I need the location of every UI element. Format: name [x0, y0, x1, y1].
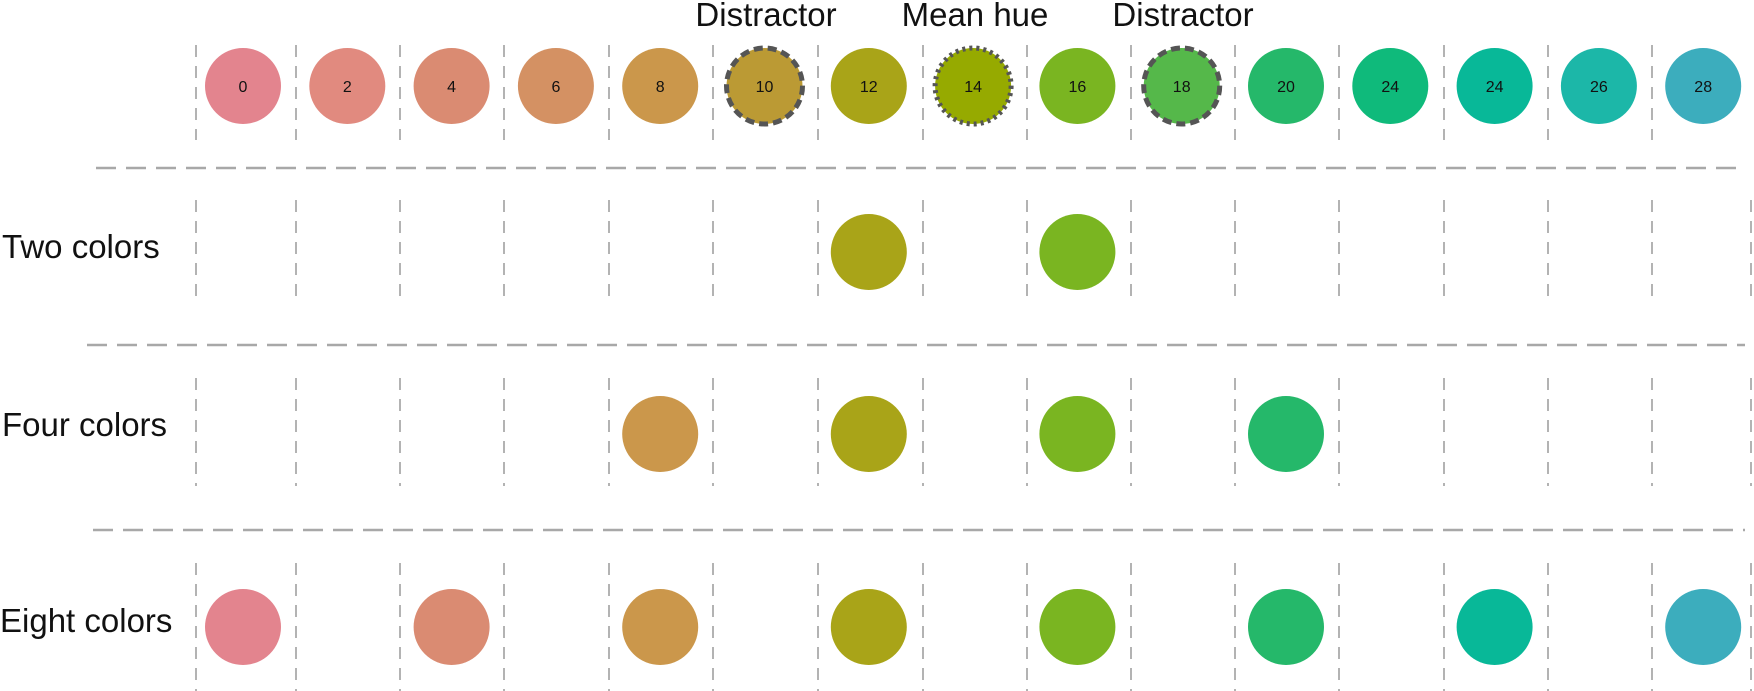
sample-circle	[622, 589, 699, 665]
hue-circle	[413, 48, 490, 124]
sample-circle	[830, 214, 907, 290]
sample-circle	[1665, 589, 1742, 665]
header-distractor-left: Distractor	[695, 0, 836, 33]
mean-hue-ring	[932, 45, 1014, 127]
sample-circle	[1039, 214, 1116, 290]
header-distractor-right: Distractor	[1112, 0, 1253, 33]
hue-circle	[1352, 48, 1429, 124]
hue-value-label: 6	[551, 79, 560, 96]
sample-circle	[1248, 396, 1324, 472]
sample-circle	[1248, 589, 1324, 665]
hue-value-label: 26	[1590, 79, 1608, 96]
hue-value-label: 28	[1694, 79, 1712, 96]
hue-value-label: 16	[1069, 79, 1087, 96]
sample-circle	[205, 589, 281, 665]
distractor-ring	[1141, 45, 1223, 127]
hue-circle	[1456, 48, 1533, 124]
sample-circle	[1039, 396, 1116, 472]
hue-circle	[726, 48, 803, 124]
distractor-ring	[724, 45, 805, 127]
hue-circle	[1248, 48, 1324, 124]
sample-circle	[830, 589, 907, 665]
row-label-eight-colors: Eight colors	[0, 602, 172, 639]
hue-value-label: 4	[447, 79, 456, 96]
hue-value-label: 24	[1381, 79, 1399, 96]
hue-circle	[1143, 48, 1220, 124]
hue-circle	[1560, 48, 1637, 124]
hue-circle	[830, 48, 907, 124]
sample-circle	[1039, 589, 1116, 665]
hue-value-label: 14	[964, 79, 982, 96]
hue-value-label: 10	[756, 79, 774, 96]
header-mean-hue: Mean hue	[902, 0, 1049, 33]
hue-circle	[517, 48, 594, 124]
hue-circle	[1665, 48, 1742, 124]
row-label-four-colors: Four colors	[2, 406, 167, 443]
sample-circle	[1456, 589, 1533, 665]
hue-value-label: 18	[1173, 79, 1191, 96]
palette-row: 0 2 4 6 8 10 12 14 16 18 20 24 24 26 28	[205, 45, 1742, 127]
hue-value-label: 20	[1277, 79, 1295, 96]
hue-circle	[935, 48, 1012, 124]
row-label-two-colors: Two colors	[2, 228, 160, 265]
hue-value-label: 24	[1486, 79, 1504, 96]
hue-circle	[1039, 48, 1116, 124]
grid-lines	[87, 45, 1752, 691]
hue-circle	[622, 48, 699, 124]
sample-rows	[205, 214, 1742, 665]
hue-value-label: 12	[860, 79, 878, 96]
hue-circle	[205, 48, 281, 124]
hue-value-label: 0	[239, 79, 248, 96]
sample-circle	[830, 396, 907, 472]
sample-circle	[413, 589, 490, 665]
hue-circle	[309, 48, 386, 124]
sample-circle	[622, 396, 699, 472]
hue-value-label: 2	[343, 79, 352, 96]
hue-value-label: 8	[656, 79, 665, 96]
